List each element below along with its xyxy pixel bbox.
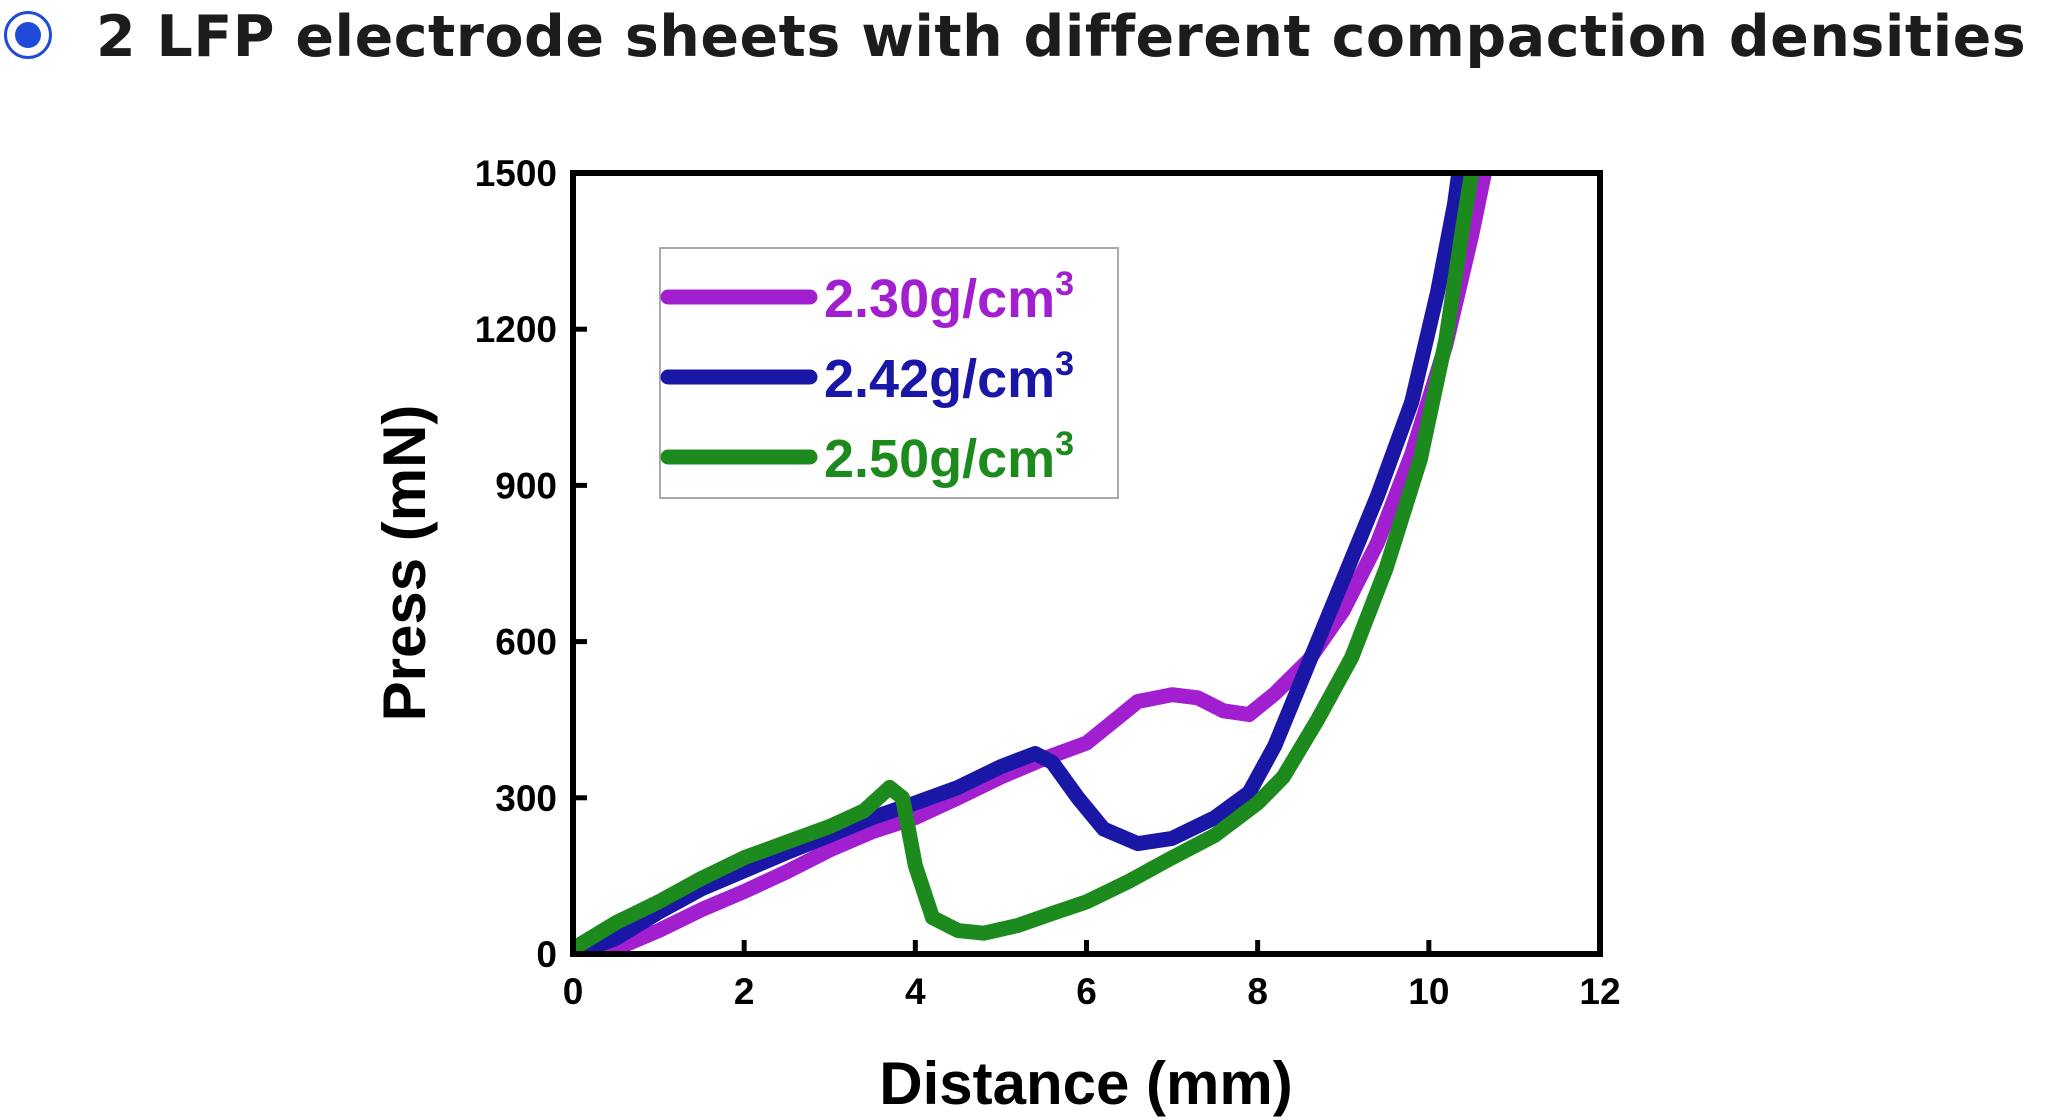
x-tick-label: 0 xyxy=(563,971,584,1012)
y-tick-label: 1500 xyxy=(475,153,557,194)
x-tick-label: 6 xyxy=(1076,971,1097,1012)
y-tick-label: 900 xyxy=(495,465,557,506)
y-tick-label: 300 xyxy=(495,778,557,819)
x-tick-label: 2 xyxy=(734,971,755,1012)
x-tick-label: 10 xyxy=(1408,971,1449,1012)
slide-header: 2 LFP electrode sheets with different co… xyxy=(0,0,2066,80)
series-line-2 xyxy=(573,173,1467,954)
series-line-1 xyxy=(573,173,1492,954)
y-tick-label: 0 xyxy=(536,934,557,975)
series-line-3 xyxy=(573,173,1480,954)
series-layer xyxy=(573,173,1492,954)
legend-label-3: 2.50g/cm3 xyxy=(824,425,1074,489)
y-axis-title: Press (mN) xyxy=(371,405,438,722)
bullet-dot xyxy=(15,22,41,48)
legend-label-1: 2.30g/cm3 xyxy=(824,265,1074,329)
x-tick-label: 4 xyxy=(905,971,926,1012)
x-tick-label: 8 xyxy=(1247,971,1268,1012)
x-axis-ticks: 0 2 4 6 8 10 12 xyxy=(563,940,1621,1012)
legend-label-2: 2.42g/cm3 xyxy=(824,345,1074,409)
x-axis-title: Distance (mm) xyxy=(879,1050,1292,1117)
page-title: 2 LFP electrode sheets with different co… xyxy=(96,4,2027,70)
y-axis-ticks: 0 300 600 900 1200 1500 xyxy=(475,153,587,975)
y-tick-label: 600 xyxy=(495,622,557,663)
y-tick-label: 1200 xyxy=(475,309,557,350)
radio-bullet-icon xyxy=(4,11,52,59)
x-tick-label: 12 xyxy=(1579,971,1620,1012)
legend: 2.30g/cm3 2.42g/cm3 2.50g/cm3 xyxy=(659,247,1119,499)
